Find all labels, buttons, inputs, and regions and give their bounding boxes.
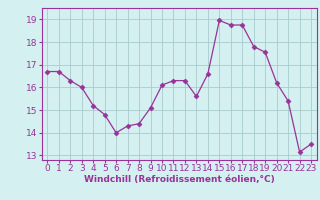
X-axis label: Windchill (Refroidissement éolien,°C): Windchill (Refroidissement éolien,°C) bbox=[84, 175, 275, 184]
